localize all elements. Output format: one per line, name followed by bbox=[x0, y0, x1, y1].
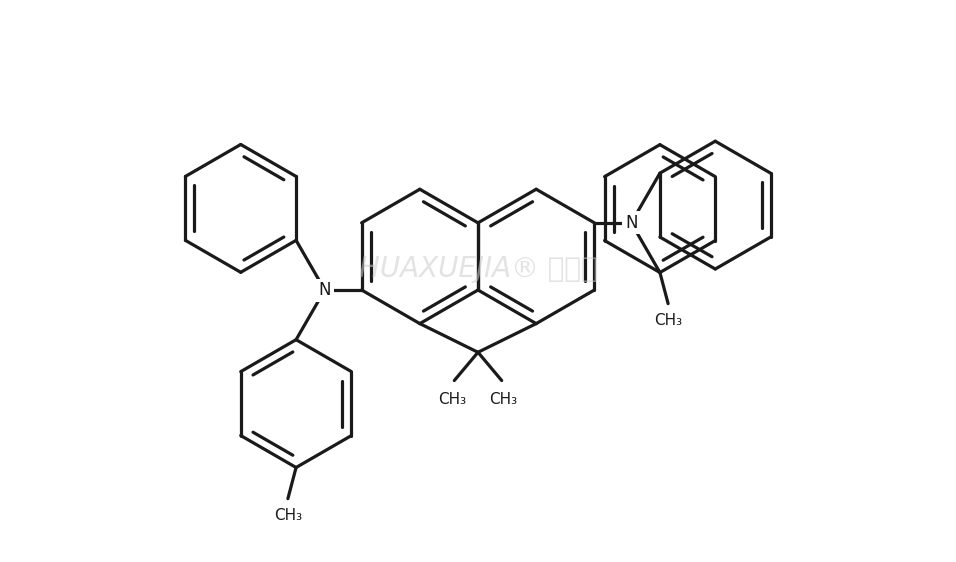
Text: CH₃: CH₃ bbox=[654, 312, 683, 328]
Text: CH₃: CH₃ bbox=[273, 507, 302, 523]
Text: N: N bbox=[318, 281, 331, 299]
Text: HUAXUEJIA® 化学加: HUAXUEJIA® 化学加 bbox=[358, 255, 598, 283]
Text: N: N bbox=[625, 214, 638, 232]
Text: CH₃: CH₃ bbox=[439, 392, 467, 407]
Text: CH₃: CH₃ bbox=[489, 392, 517, 407]
